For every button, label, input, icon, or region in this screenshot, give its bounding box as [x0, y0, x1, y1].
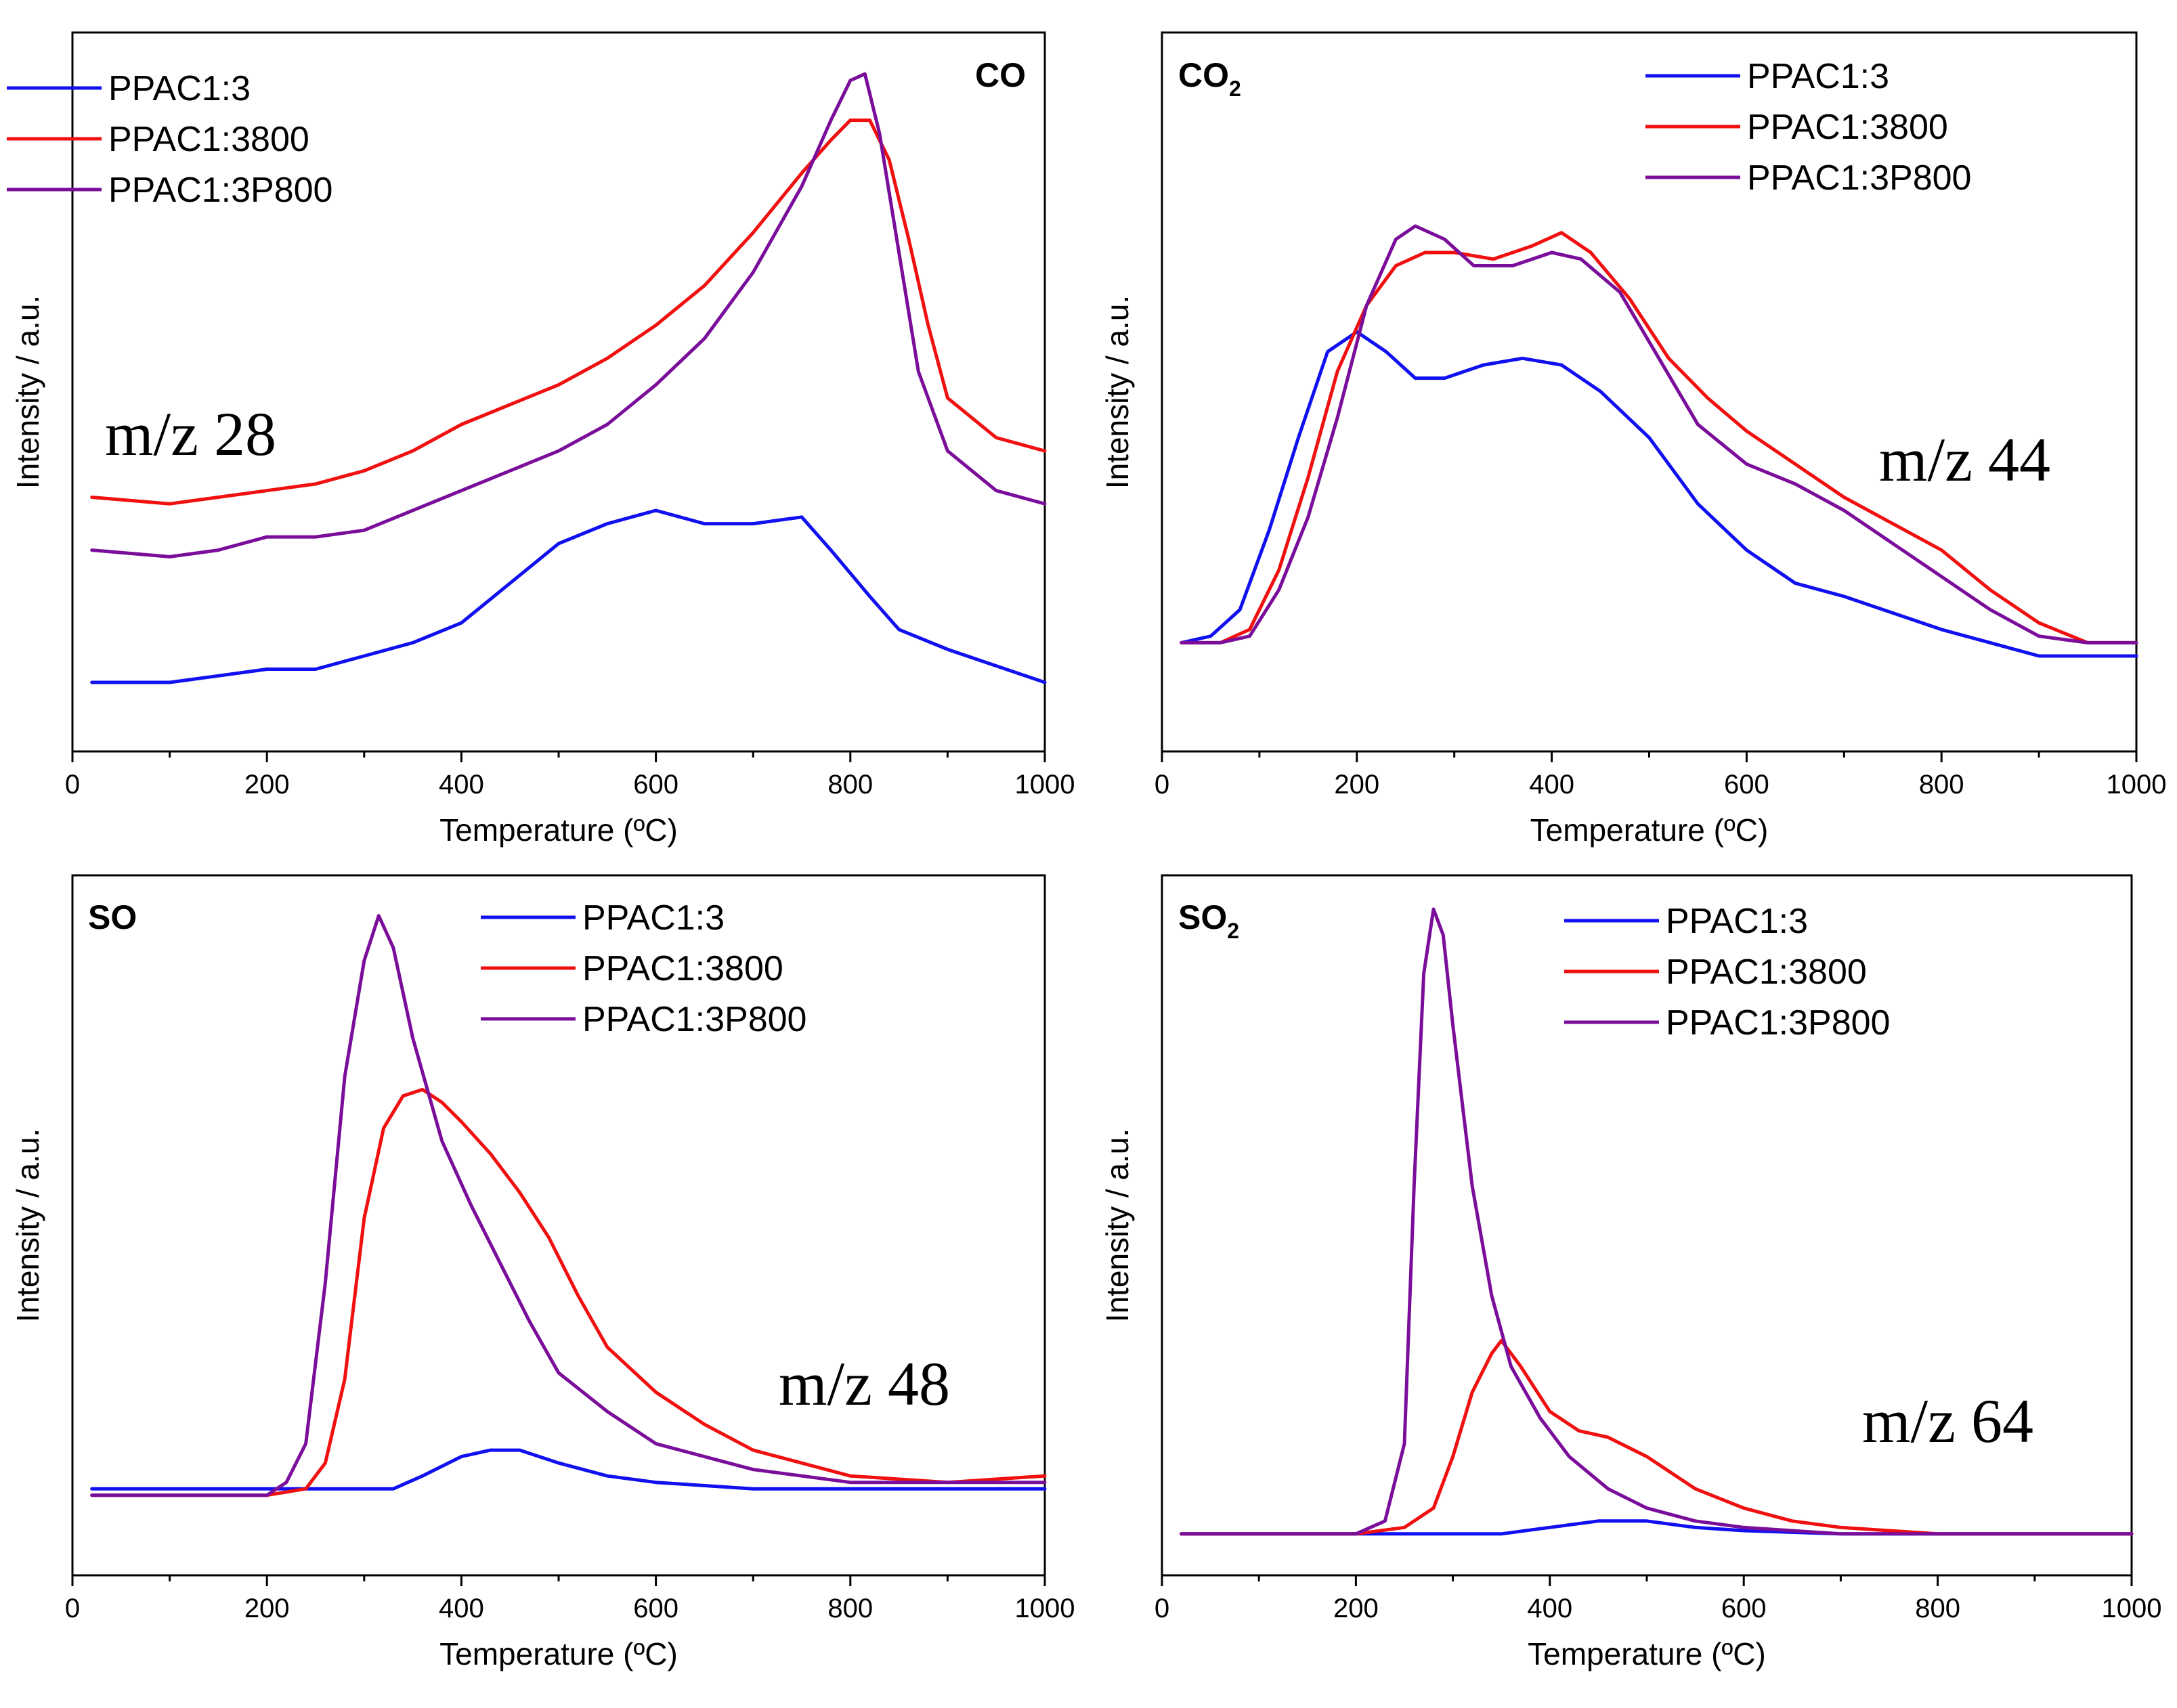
x-tick-label: 600: [1724, 770, 1769, 800]
series-line-ppac13800: [90, 1087, 1047, 1497]
x-tick-label: 0: [1155, 1594, 1169, 1623]
x-tick-label: 1000: [1015, 770, 1075, 800]
panel-tag-base: CO: [1178, 56, 1229, 94]
series-line-ppac13p800: [1180, 224, 2138, 644]
panel-tag: CO: [975, 56, 1026, 94]
series-line-ppac13: [1180, 1519, 2134, 1536]
x-tick-label: 400: [1529, 770, 1574, 800]
series-line-ppac13p800: [90, 72, 1047, 559]
legend-entry: PPAC1:3P800: [108, 171, 332, 210]
x-tick-label: 800: [827, 1594, 873, 1623]
x-tick-label: 800: [1915, 1594, 1960, 1623]
legend: PPAC1:3 PPAC1:3800 PPAC1:3P800: [481, 898, 806, 1039]
x-tick-label: 400: [1527, 1594, 1572, 1623]
panel-1: 0 200 400 600 800 1000 Temperature (ºC) Intensi…: [7, 31, 1075, 848]
plot-frame: [1161, 874, 2133, 1577]
panel-tag: CO2: [1178, 56, 1241, 101]
legend-entry: PPAC1:3800: [108, 120, 309, 159]
x-tick-label: 200: [244, 770, 290, 800]
x-tick-label: 400: [439, 1594, 484, 1623]
legend-entry: PPAC1:3: [108, 69, 251, 108]
x-tick-label: 600: [633, 1594, 678, 1623]
mz-annotation: m/z 48: [779, 1349, 950, 1418]
x-tick-label: 400: [439, 770, 484, 800]
x-tick-label: 1000: [1015, 1594, 1075, 1623]
y-axis-label: Intensity / a.u.: [1100, 295, 1135, 489]
x-tick-label: 0: [65, 1594, 80, 1623]
x-tick-label: 800: [1919, 770, 1964, 800]
panel-tag: SO: [88, 898, 137, 936]
x-axis-label: Temperature (ºC): [1528, 1636, 1766, 1671]
series-line-ppac13800: [1180, 1338, 2134, 1536]
legend-entry: PPAC1:3800: [1747, 108, 1948, 147]
y-axis-label: Intensity / a.u.: [1100, 1129, 1135, 1322]
legend: PPAC1:3 PPAC1:3800 PPAC1:3P800: [1564, 902, 1890, 1043]
panel-tag-base: SO: [88, 898, 137, 936]
plot-frame: [71, 874, 1046, 1577]
x-tick-label: 0: [1155, 770, 1169, 800]
legend-entry: PPAC1:3: [1747, 57, 1889, 96]
panel-2: 0 200 400 600 800 1000 Temperature (ºC) Intensi…: [1100, 31, 2167, 848]
series-line-ppac13800: [90, 118, 1047, 506]
panel-tag-subscript: 2: [1229, 76, 1241, 101]
panel-4: 0 200 400 600 800 1000 Temperature (ºC) Intensi…: [1100, 874, 2162, 1671]
panel-tag: SO2: [1178, 898, 1239, 943]
x-tick-label: 800: [827, 770, 873, 800]
mz-annotation: m/z 28: [105, 399, 276, 468]
x-axis-label: Temperature (ºC): [1530, 812, 1769, 848]
x-tick-label: 600: [633, 770, 678, 800]
x-tick-label: 200: [244, 1594, 290, 1623]
x-tick-label: 200: [1333, 1594, 1379, 1623]
legend-entry: PPAC1:3800: [582, 949, 783, 988]
legend: PPAC1:3 PPAC1:3800 PPAC1:3P800: [1645, 57, 1971, 198]
x-axis-label: Temperature (ºC): [439, 1636, 678, 1671]
x-tick-label: 1000: [2107, 770, 2167, 800]
series-line-ppac13p800: [90, 914, 1047, 1497]
series-line-ppac13: [90, 508, 1047, 684]
series-line-ppac13: [90, 1448, 1047, 1491]
panel-3: 0 200 400 600 800 1000 Temperature (ºC) Intensi…: [10, 874, 1075, 1671]
panel-tag-subscript: 2: [1227, 919, 1239, 943]
panel-tag-base: SO: [1178, 898, 1227, 936]
mz-annotation: m/z 44: [1879, 425, 2050, 494]
series-line-ppac13p800: [1180, 907, 2134, 1536]
x-tick-label: 0: [65, 770, 80, 800]
legend-entry: PPAC1:3800: [1666, 952, 1867, 992]
x-tick-label: 1000: [2102, 1594, 2162, 1623]
y-axis-label: Intensity / a.u.: [10, 1129, 45, 1322]
series-line-ppac13800: [1180, 231, 2138, 644]
legend-entry: PPAC1:3P800: [1666, 1003, 1890, 1043]
legend-entry: PPAC1:3P800: [582, 1000, 806, 1039]
legend-entry: PPAC1:3P800: [1747, 158, 1971, 198]
series-line-ppac13: [1180, 330, 2138, 658]
mz-annotation: m/z 64: [1862, 1386, 2033, 1455]
x-axis-label: Temperature (ºC): [439, 812, 678, 848]
panel-tag-base: CO: [975, 56, 1026, 94]
legend-entry: PPAC1:3: [582, 898, 725, 938]
legend-entry: PPAC1:3: [1666, 902, 1808, 941]
y-axis-label: Intensity / a.u.: [10, 295, 45, 489]
x-tick-label: 600: [1721, 1594, 1767, 1623]
x-tick-label: 200: [1334, 770, 1379, 800]
legend: PPAC1:3 PPAC1:3800 PPAC1:3P800: [7, 69, 332, 210]
